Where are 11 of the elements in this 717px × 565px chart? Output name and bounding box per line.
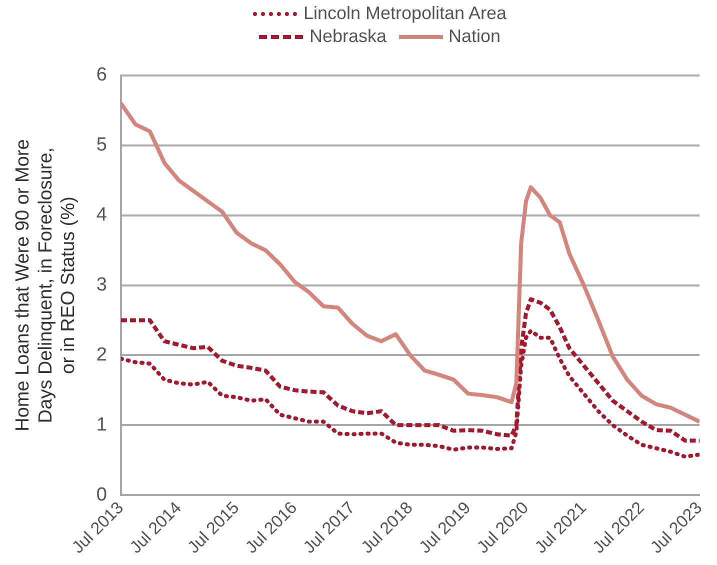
legend-label: Lincoln Metropolitan Area — [303, 3, 507, 24]
y-tick-label: 6 — [96, 64, 107, 86]
y-tick-label: 1 — [96, 414, 107, 436]
legend-label: Nation — [448, 26, 501, 47]
y-axis-title: Home Loans that Were 90 or More Days Delinquent, in Foreclosure, or in REO Status (%) — [12, 139, 80, 432]
y-tick-label: 4 — [96, 204, 108, 226]
legend-label: Nebraska — [309, 26, 386, 47]
y-tick-label: 2 — [96, 344, 107, 366]
y-tick-label: 0 — [96, 484, 107, 506]
y-tick-label: 5 — [96, 134, 107, 156]
y-tick-label: 3 — [96, 274, 107, 296]
